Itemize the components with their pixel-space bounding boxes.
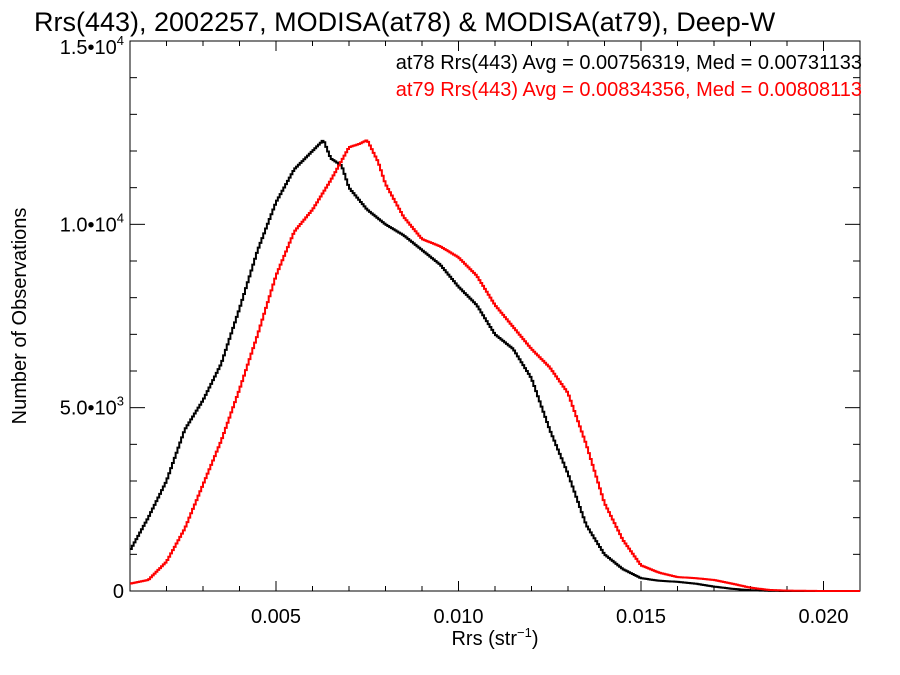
y-tick-label: 1.5•104 xyxy=(60,33,124,59)
chart-title: Rrs(443), 2002257, MODISA(at78) & MODISA… xyxy=(34,7,776,37)
x-tick-label: 0.005 xyxy=(251,606,301,628)
y-tick-label-base: 1.0•10 xyxy=(60,214,117,236)
y-tick-label-base: 5.0•10 xyxy=(60,398,117,420)
y-axis-label: Number of Observations xyxy=(9,208,31,425)
series-at79-line xyxy=(130,139,860,592)
y-tick-label: 1.0•104 xyxy=(60,210,124,236)
y-tick-label: 5.0•103 xyxy=(60,394,124,420)
series-at79-stats: at79 Rrs(443) Avg = 0.00834356, Med = 0.… xyxy=(396,79,862,101)
x-axis-ticks: 0.005 0.010 0.015 0.020 xyxy=(129,41,861,628)
x-tick-label: 0.015 xyxy=(616,606,666,628)
x-axis-label: Rrs (str−1) xyxy=(451,625,538,650)
y-tick-label-exp: 3 xyxy=(117,394,124,409)
x-axis-label-base: Rrs (str xyxy=(451,628,517,650)
series-at78-line xyxy=(130,139,860,592)
y-tick-label-exp: 4 xyxy=(117,210,124,225)
x-tick-label: 0.020 xyxy=(798,606,848,628)
x-tick-label: 0.010 xyxy=(433,606,483,628)
y-tick-label-base: 0 xyxy=(113,581,124,603)
x-axis-label-tail: ) xyxy=(532,628,539,650)
x-axis-label-sup: −1 xyxy=(517,625,532,640)
y-tick-label-base: 1.5•10 xyxy=(60,37,117,59)
series-layer xyxy=(130,139,860,592)
y-tick-label: 0 xyxy=(113,581,124,603)
y-tick-label-exp: 4 xyxy=(117,33,124,48)
series-at78-stats: at78 Rrs(443) Avg = 0.00756319, Med = 0.… xyxy=(396,52,862,74)
plot-frame xyxy=(129,40,861,592)
